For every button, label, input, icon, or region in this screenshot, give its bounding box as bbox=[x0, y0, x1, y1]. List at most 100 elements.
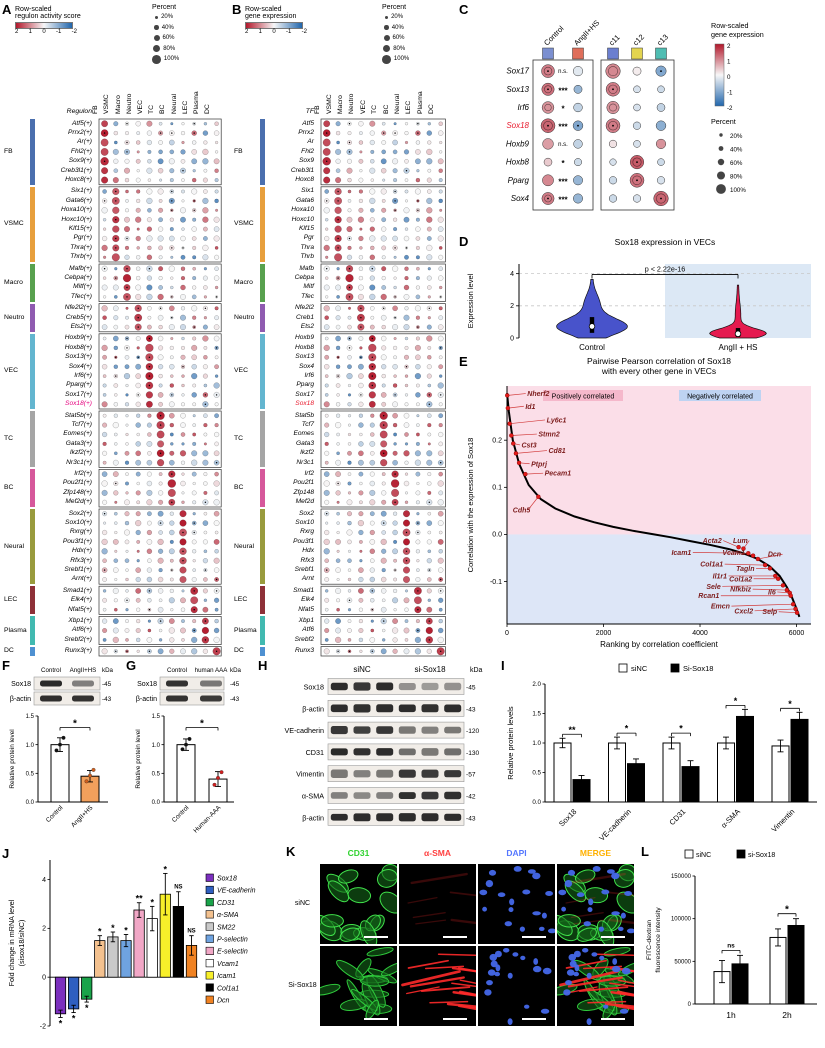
blot-band bbox=[444, 704, 462, 713]
matrix-dot bbox=[214, 306, 219, 311]
matrix-dot bbox=[437, 520, 444, 526]
colorbar-tick: -1 bbox=[727, 90, 733, 97]
matrix-dot bbox=[382, 628, 386, 633]
sig-dot bbox=[348, 286, 351, 289]
matrix-dot bbox=[359, 649, 363, 653]
row-label: Tfec bbox=[301, 292, 314, 300]
sig-dot bbox=[337, 650, 339, 652]
matrix-dot bbox=[202, 539, 208, 545]
data-dot bbox=[180, 747, 185, 752]
matrix-dot bbox=[322, 148, 331, 156]
matrix-dot bbox=[415, 276, 420, 281]
sig-dot bbox=[171, 394, 173, 396]
matrix-dot bbox=[203, 346, 208, 350]
matrix-dot bbox=[146, 226, 152, 232]
matrix-dot bbox=[335, 539, 341, 545]
matrix-dot bbox=[403, 648, 410, 655]
sig-dot bbox=[371, 375, 373, 377]
sig-dot bbox=[405, 247, 408, 249]
panel-i-letter: I bbox=[501, 658, 505, 673]
matrix-dot bbox=[102, 354, 107, 360]
gene-connector bbox=[778, 611, 798, 614]
gene-label: Selp bbox=[762, 609, 778, 616]
sig-dot bbox=[215, 650, 218, 652]
x-tick: 6000 bbox=[789, 630, 805, 637]
matrix-dot bbox=[381, 401, 387, 407]
row-label: Pparg bbox=[296, 381, 314, 389]
matrix-dot bbox=[169, 383, 174, 388]
panel-l: L siNC si-Sox18 0 50000 100000 150000 FITC-dex… bbox=[641, 844, 823, 1046]
blot-band bbox=[353, 792, 371, 799]
row-label: Elk4 bbox=[301, 596, 314, 604]
matrix-dot bbox=[180, 216, 186, 223]
matrix-dot bbox=[369, 197, 376, 204]
matrix-dot bbox=[181, 472, 185, 476]
nucleus-blue bbox=[486, 980, 493, 986]
matrix-dot bbox=[179, 450, 187, 457]
row-label: Sox4 bbox=[511, 194, 530, 203]
panel-l-svg: siNC si-Sox18050000100000150000FITC-dextr… bbox=[646, 849, 817, 1020]
matrix-dot bbox=[358, 284, 364, 291]
matrix-dot bbox=[102, 422, 108, 428]
matrix-dot bbox=[125, 383, 129, 388]
nucleus-blue bbox=[591, 952, 598, 957]
matrix-dot bbox=[325, 521, 329, 525]
matrix-dot bbox=[180, 294, 186, 300]
row-label: Ikzf2(+) bbox=[69, 449, 92, 457]
sig-dot bbox=[326, 132, 328, 134]
matrix-dot bbox=[437, 480, 444, 487]
matrix-dot bbox=[169, 235, 175, 242]
matrix-dot bbox=[192, 512, 196, 516]
row-label: Sox4(+) bbox=[68, 362, 92, 370]
matrix-dot bbox=[191, 490, 197, 496]
percent-title: Percent bbox=[711, 117, 736, 126]
matrix-dot bbox=[336, 530, 340, 535]
sig-dot bbox=[371, 609, 373, 611]
dot bbox=[573, 84, 583, 94]
matrix-dot bbox=[146, 235, 153, 242]
matrix-dot bbox=[113, 315, 119, 321]
panel-f-letter: F bbox=[2, 658, 10, 673]
matrix-dot bbox=[381, 364, 387, 370]
matrix-dot bbox=[169, 305, 175, 312]
colorbar-tick: 1 bbox=[258, 29, 262, 35]
matrix-dot bbox=[392, 158, 399, 165]
matrix-dot bbox=[114, 267, 118, 271]
matrix-dot bbox=[101, 167, 109, 175]
matrix-dot bbox=[347, 208, 352, 213]
matrix-dot bbox=[370, 432, 375, 437]
matrix-dot bbox=[113, 345, 118, 351]
sig-label: * bbox=[200, 718, 204, 729]
matrix-dot bbox=[146, 637, 153, 643]
matrix-dot bbox=[414, 344, 421, 351]
matrix-dot bbox=[415, 236, 421, 241]
matrix-dot bbox=[135, 471, 141, 477]
matrix-dot bbox=[359, 346, 363, 350]
blot-band bbox=[376, 704, 394, 713]
channel-header: MERGE bbox=[579, 848, 612, 858]
matrix-dot bbox=[369, 576, 375, 583]
matrix-dot bbox=[324, 235, 330, 242]
matrix-dot bbox=[157, 392, 164, 398]
fiber-red bbox=[415, 919, 447, 925]
sig-dot bbox=[171, 569, 173, 571]
y-tick: 0.1 bbox=[492, 485, 502, 492]
matrix-dot bbox=[214, 254, 220, 260]
sig-dot bbox=[348, 151, 351, 153]
matrix-dot bbox=[358, 441, 364, 447]
matrix-dot bbox=[359, 481, 363, 486]
matrix-dot bbox=[404, 374, 409, 378]
matrix-dot bbox=[370, 413, 375, 418]
percent-item: 100% bbox=[152, 54, 179, 65]
matrix-dot bbox=[379, 430, 388, 439]
matrix-dot bbox=[103, 227, 107, 231]
matrix-dot bbox=[181, 227, 185, 231]
row-label: Mafb(+) bbox=[69, 264, 92, 272]
gene-point bbox=[516, 460, 522, 466]
matrix-dot bbox=[381, 548, 387, 554]
matrix-dot bbox=[146, 539, 153, 545]
percent-dot bbox=[154, 15, 159, 19]
matrix-dot bbox=[191, 158, 198, 165]
kda-value: -130 bbox=[466, 750, 480, 757]
